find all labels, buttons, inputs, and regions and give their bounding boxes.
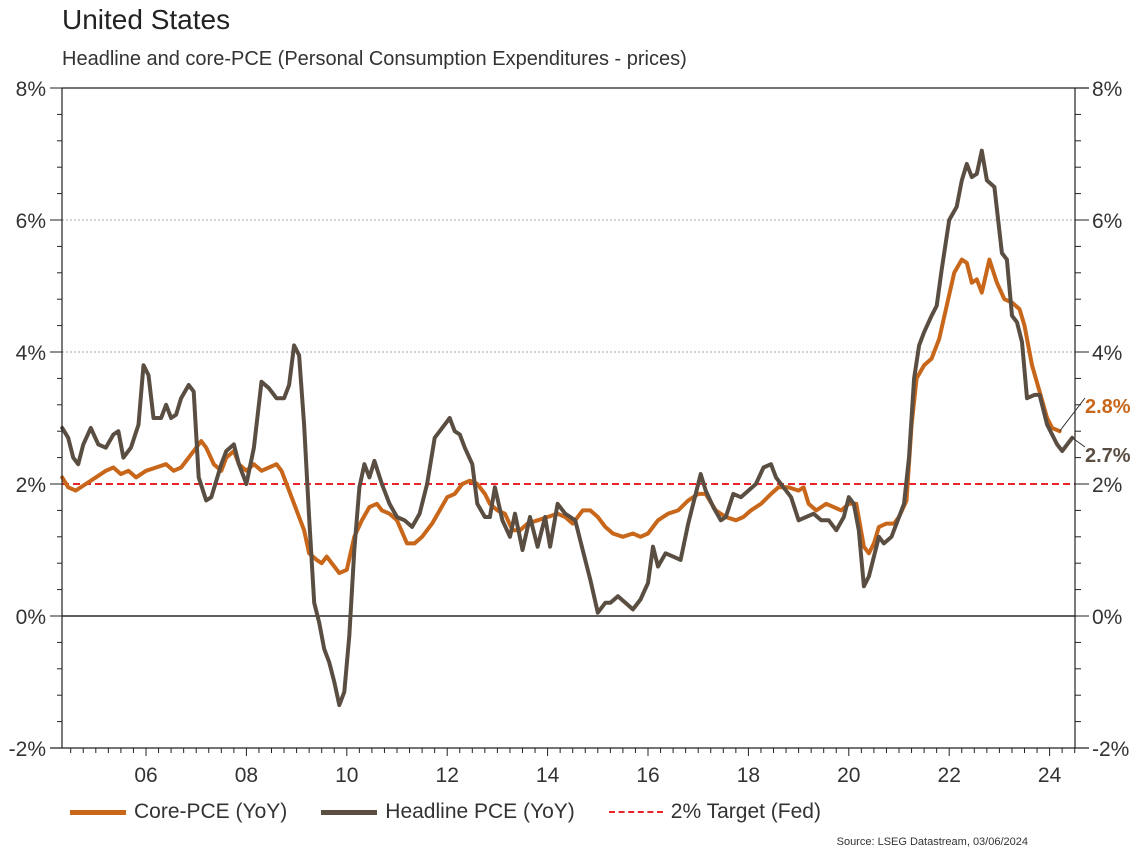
y-tick-label-right: -2% <box>1092 738 1129 761</box>
y-tick-label-left: -2% <box>9 738 46 761</box>
x-tick-label: 20 <box>837 764 860 787</box>
y-tick-label-left: 6% <box>16 210 46 233</box>
legend-swatch-headline-pce <box>321 809 378 815</box>
series-lines <box>60 148 1075 708</box>
y-tick-label-right: 0% <box>1092 606 1122 629</box>
headline-pce-line <box>60 148 1075 708</box>
legend-item-fed-target: 2% Target (Fed) <box>608 800 821 824</box>
x-tick-label: 08 <box>235 764 258 787</box>
annotation-leader-1 <box>1071 437 1086 448</box>
y-tick-label-left: 0% <box>16 606 46 629</box>
x-tick-label: 22 <box>938 764 961 787</box>
legend-swatch-fed-target <box>608 811 663 813</box>
y-tick-label-right: 2% <box>1092 474 1122 497</box>
y-tick-label-right: 6% <box>1092 210 1122 233</box>
source-note: Source: LSEG Datastream, 03/06/2024 <box>836 836 1028 848</box>
y-tick-label-left: 2% <box>16 474 46 497</box>
x-tick-label: 06 <box>134 764 157 787</box>
x-tick-label: 16 <box>636 764 659 787</box>
y-tick-label-left: 4% <box>16 342 46 365</box>
annotation-leader-0 <box>1059 397 1086 432</box>
x-tick-label: 18 <box>737 764 760 787</box>
headline-pce-end-label: 2.7% <box>1085 445 1131 467</box>
y-tick-label-left: 8% <box>16 78 46 101</box>
x-tick-label: 10 <box>335 764 358 787</box>
legend-item-headline-pce: Headline PCE (YoY) <box>321 800 575 824</box>
y-tick-label-right: 8% <box>1092 78 1122 101</box>
plot-frame <box>50 87 1089 749</box>
core-pce-end-label: 2.8% <box>1085 396 1131 418</box>
chart-subtitle: Headline and core-PCE (Personal Consumpt… <box>62 48 687 70</box>
reference-lines <box>62 483 1075 617</box>
legend-swatch-core-pce <box>70 809 126 815</box>
gridlines <box>62 219 1075 353</box>
legend-item-core-pce: Core-PCE (YoY) <box>70 800 287 824</box>
x-tick-label: 12 <box>436 764 459 787</box>
x-tick-label: 24 <box>1038 764 1062 787</box>
y-tick-label-right: 4% <box>1092 342 1122 365</box>
legend: Core-PCE (YoY) Headline PCE (YoY) 2% Tar… <box>70 800 855 824</box>
legend-label-core-pce: Core-PCE (YoY) <box>134 800 288 823</box>
x-axis-ticks: 06 08 10 12 14 16 18 20 22 24 <box>70 748 1076 787</box>
legend-label-fed-target: 2% Target (Fed) <box>670 800 821 823</box>
y-axis-ticks: -2% -2% 0% 0% 2% 2% 4% 4% 6% 6% 8% 8% <box>9 78 1130 761</box>
chart-title: United States <box>62 4 231 35</box>
legend-label-headline-pce: Headline PCE (YoY) <box>385 800 575 823</box>
end-annotations: 2.8% 2.7% <box>1059 396 1131 467</box>
x-tick-label: 14 <box>536 764 560 787</box>
